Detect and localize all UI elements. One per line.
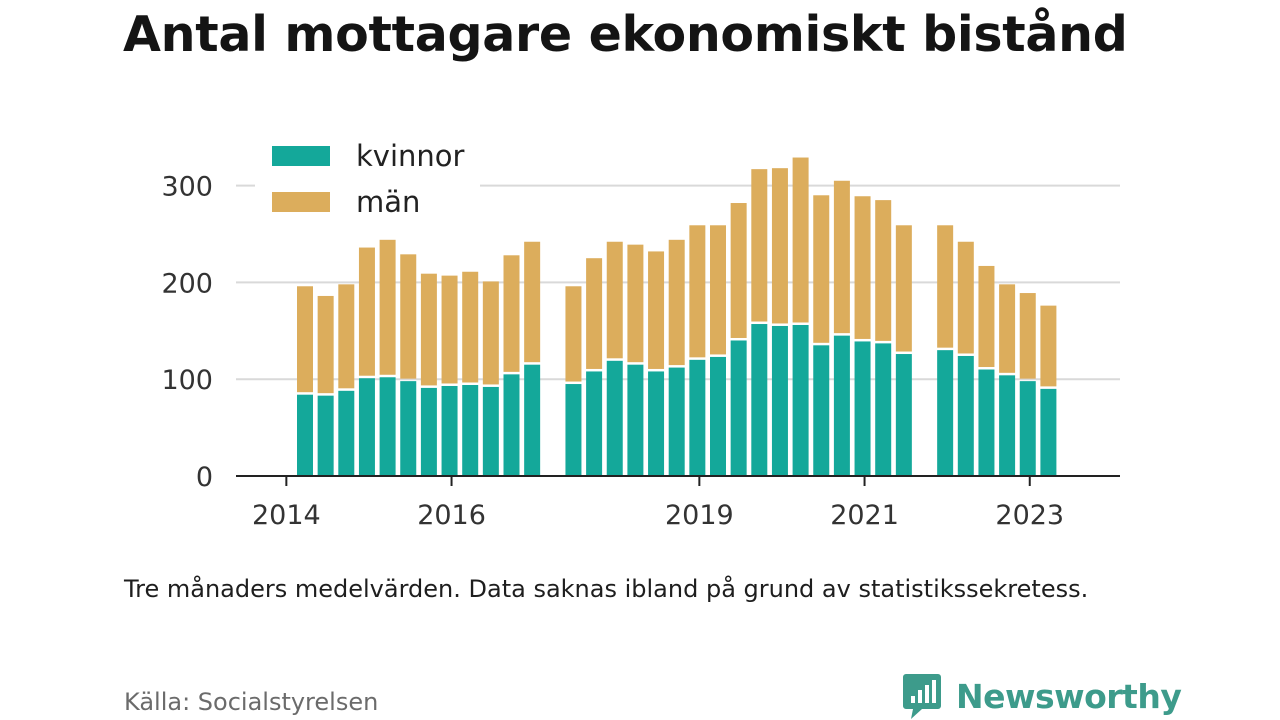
bar-man [833,180,850,334]
bar-man [400,254,417,379]
bar-kvinnor [957,355,974,476]
bar-kvinnor [833,335,850,476]
bar-man [317,295,334,394]
bar-kvinnor [813,345,830,476]
brand-name: Newsworthy [956,676,1182,716]
bar-man [689,225,706,358]
bar-kvinnor [978,369,995,476]
bar-man [895,225,912,352]
bar-kvinnor [524,364,541,476]
bars [297,157,1057,476]
bar-man [813,195,830,343]
bar-man [297,286,313,393]
bar-kvinnor [379,377,396,476]
y-tick-label: 0 [196,462,213,493]
bar-man [503,255,520,372]
bar-kvinnor [586,371,603,476]
source-note: Källa: Socialstyrelsen [124,688,379,716]
x-tick-label: 2021 [830,500,899,531]
bar-man [875,200,892,341]
chart-title: Antal mottagare ekonomiskt bistånd [123,6,1128,63]
bar-kvinnor [648,371,665,476]
x-axis-ticks: 2014 2016 2019 2021 2023 [252,476,1064,531]
bar-man [771,168,788,324]
y-axis-ticks: 0 100 200 300 [161,172,213,493]
bar-man [358,247,375,376]
x-tick-label: 2014 [252,500,321,531]
chart-caption: Tre månaders medelvärden. Data saknas ib… [124,575,1089,603]
bar-man [710,225,726,355]
bar-kvinnor [503,374,520,476]
bar-man [978,265,995,368]
bar-kvinnor [358,378,375,476]
bar-man [751,169,768,322]
bar-man [606,241,623,359]
bar-kvinnor [338,390,355,476]
bar-man [648,251,665,369]
bar-kvinnor [751,324,768,476]
bar-man [730,203,747,338]
bar-kvinnor [1040,388,1057,476]
bar-kvinnor [441,385,458,476]
y-tick-label: 100 [161,365,213,396]
bar-kvinnor [999,375,1016,476]
bar-kvinnor [792,324,809,476]
legend-label-kvinnor: kvinnor [356,139,465,173]
newsworthy-logo-icon [903,674,941,719]
y-tick-label: 300 [161,172,213,203]
bar-kvinnor [730,340,747,476]
bar-man [999,284,1016,373]
bar-man [565,286,582,382]
bar-man [482,281,499,385]
bar-man [420,273,437,386]
bar-man [668,239,685,366]
bar-man [338,284,355,389]
bar-kvinnor [627,364,644,476]
bar-kvinnor [854,341,871,476]
bar-kvinnor [1019,381,1036,476]
bar-chart: 0 100 200 300 2014 2016 2019 2021 2023 kvinnor … [161,139,1120,531]
x-tick-label: 2016 [417,500,486,531]
bar-man [627,244,644,363]
legend-label-man: män [356,185,420,219]
bar-kvinnor [297,394,313,476]
bar-man [937,225,954,348]
bar-man [462,271,479,383]
bar-kvinnor [462,385,479,476]
bar-man [586,258,603,369]
bar-man [441,275,458,384]
bar-man [379,239,396,375]
bar-kvinnor [937,350,954,476]
bar-man [1040,305,1057,387]
bar-man [1019,293,1036,379]
bar-kvinnor [482,386,499,476]
bar-kvinnor [875,343,892,476]
bar-kvinnor [689,359,706,476]
x-tick-label: 2023 [995,500,1064,531]
legend-swatch-man [272,192,330,212]
y-tick-label: 200 [161,268,213,299]
bar-kvinnor [895,354,912,476]
bar-kvinnor [317,395,334,476]
bar-man [792,157,809,323]
brand-logo: Newsworthy [902,672,1182,720]
legend: kvinnor män [255,139,480,222]
bar-kvinnor [420,387,437,476]
x-tick-label: 2019 [665,500,734,531]
legend-swatch-kvinnor [272,146,330,166]
bar-kvinnor [606,360,623,476]
bar-kvinnor [668,367,685,476]
bar-kvinnor [710,356,726,476]
bar-kvinnor [400,381,417,476]
bar-kvinnor [565,384,582,476]
bar-man [854,196,871,339]
bar-man [524,241,541,363]
bar-kvinnor [771,325,788,476]
bar-man [957,241,974,354]
